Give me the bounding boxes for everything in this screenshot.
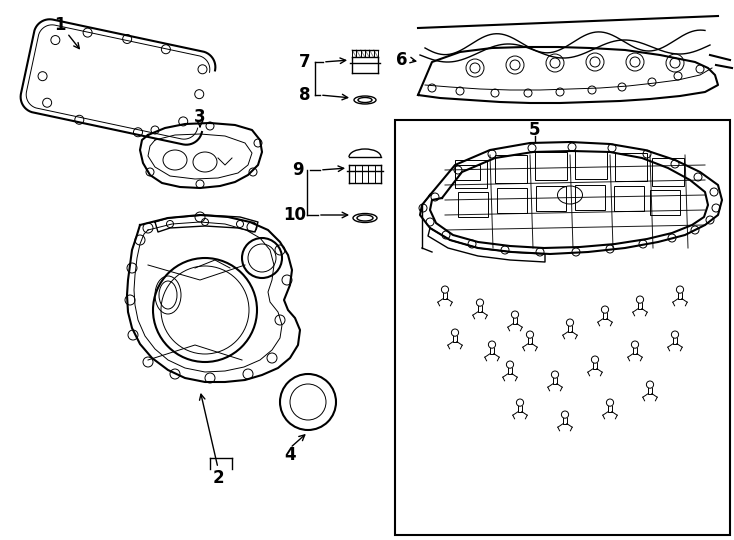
Bar: [536, 186, 566, 211]
Bar: [497, 188, 527, 213]
Text: 4: 4: [284, 446, 296, 464]
Bar: [535, 152, 567, 180]
Bar: [395, 120, 730, 535]
Text: 3: 3: [195, 108, 206, 126]
Bar: [495, 155, 527, 183]
Text: 5: 5: [529, 121, 541, 139]
Text: 8: 8: [299, 86, 310, 104]
Bar: [652, 158, 684, 186]
Text: 7: 7: [299, 53, 310, 71]
Text: 6: 6: [396, 51, 408, 69]
Bar: [458, 192, 488, 217]
Bar: [615, 153, 647, 181]
Text: 10: 10: [283, 206, 307, 224]
Text: 1: 1: [54, 16, 66, 34]
Bar: [455, 160, 487, 188]
Bar: [650, 190, 680, 215]
Bar: [614, 186, 644, 211]
Bar: [575, 185, 605, 210]
Text: 9: 9: [292, 161, 304, 179]
Text: 2: 2: [212, 469, 224, 487]
Bar: [575, 151, 607, 179]
